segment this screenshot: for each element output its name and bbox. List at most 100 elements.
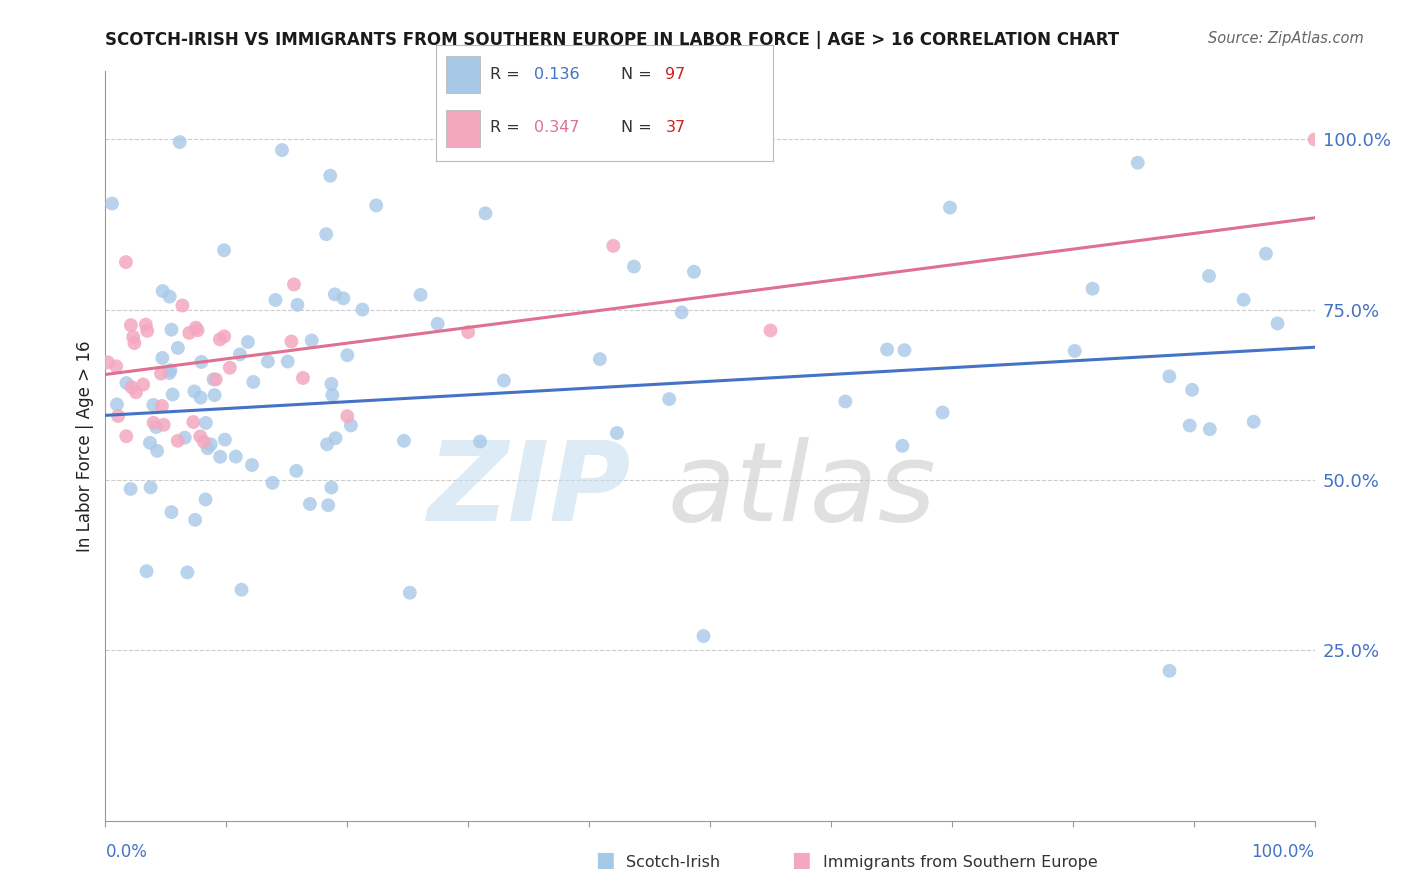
Point <box>1232 293 1254 307</box>
Point <box>115 376 138 390</box>
Point <box>159 363 181 377</box>
Point <box>1178 418 1201 433</box>
Point <box>190 355 212 369</box>
Point <box>142 398 165 412</box>
Point <box>1159 664 1181 678</box>
Point <box>208 332 231 346</box>
Text: ■: ■ <box>595 850 614 870</box>
Point <box>457 325 479 339</box>
Point <box>1243 415 1265 429</box>
Point <box>105 359 128 374</box>
Point <box>589 352 612 367</box>
Point <box>212 244 235 258</box>
Point <box>891 439 914 453</box>
Point <box>132 377 155 392</box>
Point <box>931 405 953 419</box>
Text: Source: ZipAtlas.com: Source: ZipAtlas.com <box>1208 31 1364 46</box>
Point <box>193 434 215 449</box>
Point <box>173 431 195 445</box>
Point <box>332 291 354 305</box>
Point <box>834 394 856 409</box>
Text: Immigrants from Southern Europe: Immigrants from Southern Europe <box>823 855 1097 870</box>
Point <box>321 376 343 391</box>
Point <box>135 318 157 332</box>
Point <box>1198 422 1220 436</box>
Text: ZIP: ZIP <box>427 437 631 544</box>
Point <box>876 343 898 357</box>
Point <box>204 388 226 402</box>
Point <box>1254 246 1277 260</box>
Point <box>1126 155 1149 169</box>
Text: 0.0%: 0.0% <box>105 843 148 861</box>
Point <box>202 372 225 386</box>
Point <box>1081 282 1104 296</box>
Point <box>236 334 259 349</box>
FancyBboxPatch shape <box>446 56 479 94</box>
Point <box>184 513 207 527</box>
Point <box>115 429 138 443</box>
Text: Scotch-Irish: Scotch-Irish <box>626 855 720 870</box>
Point <box>159 290 181 304</box>
Text: R =: R = <box>489 120 524 135</box>
Point <box>183 384 205 399</box>
Point <box>392 434 415 448</box>
Point <box>146 443 169 458</box>
Text: ■: ■ <box>792 850 811 870</box>
Point <box>1267 317 1289 331</box>
Point <box>1063 343 1085 358</box>
Point <box>135 564 157 578</box>
Point <box>124 336 146 351</box>
Point <box>139 435 162 450</box>
Point <box>280 334 302 349</box>
Point <box>152 284 174 298</box>
Point <box>1159 369 1181 384</box>
Point <box>352 302 374 317</box>
Point <box>316 437 339 451</box>
Point <box>398 585 420 599</box>
Point <box>121 380 143 394</box>
Point <box>145 420 167 434</box>
Point <box>152 417 174 432</box>
Point <box>188 429 211 443</box>
Point <box>120 318 142 333</box>
Point <box>194 492 217 507</box>
Point <box>97 355 120 369</box>
Point <box>229 347 252 361</box>
Point <box>122 330 145 344</box>
Text: 0.136: 0.136 <box>534 67 579 82</box>
Point <box>321 388 343 402</box>
Point <box>316 498 339 512</box>
Point <box>160 323 183 337</box>
Text: 37: 37 <box>665 120 686 135</box>
Point <box>257 354 280 368</box>
Point <box>893 343 915 358</box>
Point <box>325 431 347 445</box>
Point <box>218 360 240 375</box>
Point <box>184 320 207 334</box>
Point <box>759 323 782 337</box>
Point <box>107 409 129 423</box>
Point <box>671 305 693 319</box>
Point <box>160 505 183 519</box>
Point <box>212 329 235 343</box>
Point <box>366 198 388 212</box>
Point <box>291 371 314 385</box>
Point <box>166 434 188 448</box>
Text: N =: N = <box>621 67 658 82</box>
Point <box>683 265 706 279</box>
Point <box>340 418 363 433</box>
Point <box>142 416 165 430</box>
Point <box>115 255 138 269</box>
Point <box>285 464 308 478</box>
Y-axis label: In Labor Force | Age > 16: In Labor Force | Age > 16 <box>76 340 94 552</box>
Point <box>301 334 323 348</box>
Text: 100.0%: 100.0% <box>1251 843 1315 861</box>
Point <box>1181 383 1204 397</box>
Point <box>204 372 226 386</box>
Point <box>136 324 159 338</box>
Point <box>474 206 496 220</box>
Point <box>242 375 264 389</box>
Point <box>190 391 212 405</box>
Point <box>602 239 624 253</box>
Point <box>240 458 263 472</box>
